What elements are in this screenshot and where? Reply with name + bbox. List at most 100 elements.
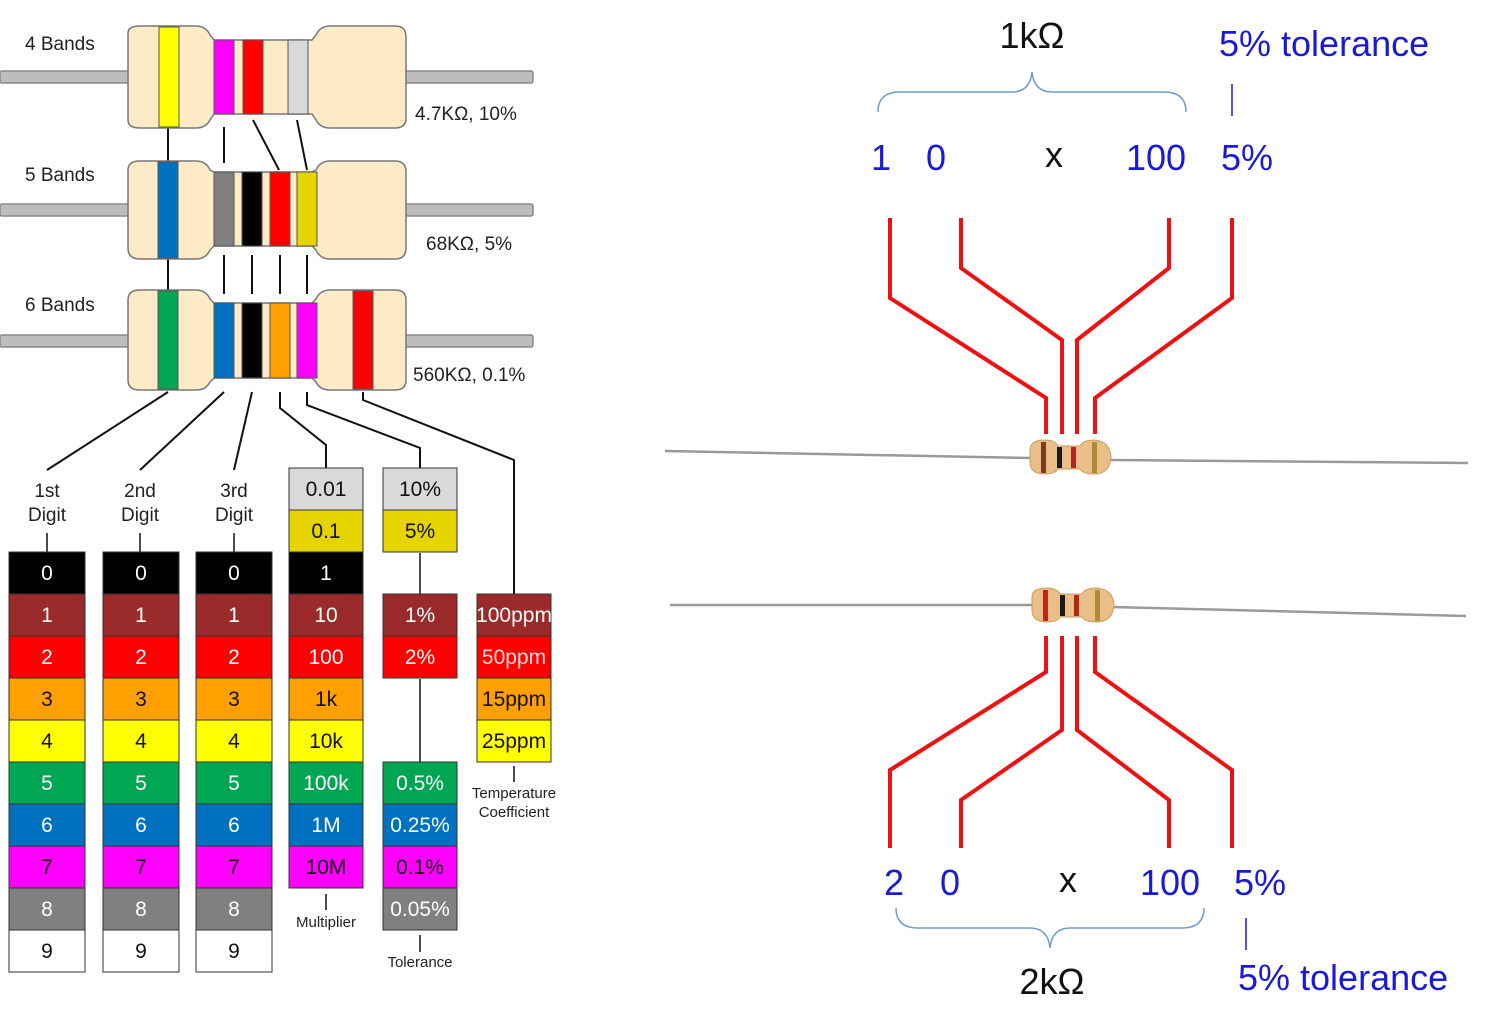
color-cell-brown — [476, 593, 552, 637]
cell-label: 25ppm — [482, 730, 546, 753]
color-cell-blue — [288, 803, 364, 847]
color-cell-violet — [8, 845, 86, 889]
connector-line — [252, 119, 280, 171]
band-connector-lines — [167, 119, 308, 294]
cell-label: 5 — [228, 772, 240, 795]
photo-band-gold — [1095, 590, 1100, 621]
color-cell-green — [288, 761, 364, 805]
color-cell-orange — [195, 677, 273, 721]
tempco-caption: Coefficient — [479, 804, 550, 821]
color-cell-yellow — [8, 719, 86, 763]
cell-label: 8 — [135, 898, 147, 921]
example-digit1: 2 — [884, 862, 904, 903]
example-value-label: 2kΩ — [1020, 961, 1085, 1002]
resistor-label: 6 Bands — [25, 295, 95, 316]
digit-column-3: 0 1 2 3 4 5 6 7 8 9 — [195, 551, 273, 973]
photo-band-black — [1060, 595, 1065, 616]
resistor-value: 4.7KΩ, 10% — [415, 104, 517, 125]
cell-label: 6 — [228, 814, 240, 837]
color-cell-green — [195, 761, 273, 805]
cell-label: 1% — [405, 604, 435, 627]
cell-label: 2 — [135, 646, 147, 669]
column-title-digit2: 2nd — [124, 481, 156, 502]
color-cell-white — [102, 929, 180, 973]
cell-label: 1 — [228, 604, 240, 627]
example-digit2: 0 — [940, 862, 960, 903]
color-cell-red — [288, 635, 364, 679]
cell-label: 4 — [41, 730, 53, 753]
cell-label: 0.1 — [311, 520, 340, 543]
photo-resistor-2 — [670, 587, 1467, 623]
color-cell-white — [8, 929, 86, 973]
color-cell-grey — [8, 887, 86, 931]
band-green — [157, 290, 179, 390]
example-times-sign: x — [1045, 134, 1063, 175]
cell-label: 7 — [41, 856, 53, 879]
band-orange — [269, 302, 291, 379]
resistor-body — [127, 160, 407, 260]
color-cell-black — [195, 551, 273, 595]
color-cell-blue — [382, 803, 458, 847]
band-blue — [157, 161, 179, 259]
color-cell-brown — [288, 593, 364, 637]
color-cell-blue — [102, 803, 180, 847]
cell-label: 3 — [228, 688, 240, 711]
cell-label: 0 — [135, 562, 147, 585]
cell-label: 10 — [314, 604, 337, 627]
color-cell-silver — [382, 467, 458, 511]
photo-band-red — [1043, 590, 1048, 621]
column-title-digit3: Digit — [215, 505, 254, 526]
cell-label: 3 — [135, 688, 147, 711]
resistor-body — [127, 289, 407, 391]
callout-line — [888, 636, 1048, 848]
color-cell-red — [195, 635, 273, 679]
cell-label: 3 — [41, 688, 53, 711]
example-times-sign: x — [1059, 859, 1077, 900]
cell-label: 1M — [311, 814, 340, 837]
color-cell-violet — [195, 845, 273, 889]
example-tolerance-label: 5% tolerance — [1238, 957, 1448, 998]
color-cell-blue — [8, 803, 86, 847]
example-1kohm: 1kΩ 5% tolerance 1 0 x 100 5% — [871, 15, 1429, 434]
pointer-line — [139, 391, 225, 471]
color-code-table: 1st Digit 2nd Digit 3rd Digit 0 1 2 3 4 5 6 7 8 9… — [8, 467, 556, 973]
color-cell-orange — [476, 677, 552, 721]
cell-label: 10% — [399, 478, 441, 501]
cell-label: 1k — [315, 688, 338, 711]
color-cell-orange — [102, 677, 180, 721]
example-digit2: 0 — [926, 137, 946, 178]
cell-label: 7 — [228, 856, 240, 879]
callout-line — [1075, 218, 1171, 434]
cell-label: 100 — [308, 646, 343, 669]
band-red — [242, 39, 264, 115]
color-cell-blue — [195, 803, 273, 847]
color-cell-red — [382, 635, 458, 679]
color-cell-green — [8, 761, 86, 805]
resistor-value: 68KΩ, 5% — [426, 234, 512, 255]
resistor-value: 560KΩ, 0.1% — [413, 365, 526, 386]
cell-label: 0 — [41, 562, 53, 585]
example-value-label: 1kΩ — [1000, 15, 1065, 56]
example-tolerance: 5% — [1234, 862, 1286, 903]
example-digit1: 1 — [871, 137, 891, 178]
photo-band-black — [1057, 447, 1062, 468]
cell-label: 2% — [405, 646, 435, 669]
resistor-4-bands: 4 Bands 4.7KΩ, 10% — [0, 25, 534, 129]
resistor-6-bands: 6 Bands 560KΩ, 0.1% — [0, 289, 534, 391]
cell-label: 9 — [41, 940, 53, 963]
color-cell-black — [288, 551, 364, 595]
example-multiplier: 100 — [1140, 862, 1200, 903]
example-tolerance: 5% — [1221, 137, 1273, 178]
color-cell-grey — [102, 887, 180, 931]
color-cell-brown — [8, 593, 86, 637]
color-cell-brown — [195, 593, 273, 637]
resistor-label: 5 Bands — [25, 165, 95, 186]
color-cell-violet — [288, 845, 364, 889]
pointer-line — [233, 391, 253, 471]
cell-label: 5 — [41, 772, 53, 795]
photo-band-red — [1074, 595, 1079, 616]
color-cell-yellow — [102, 719, 180, 763]
color-cell-yellow — [195, 719, 273, 763]
